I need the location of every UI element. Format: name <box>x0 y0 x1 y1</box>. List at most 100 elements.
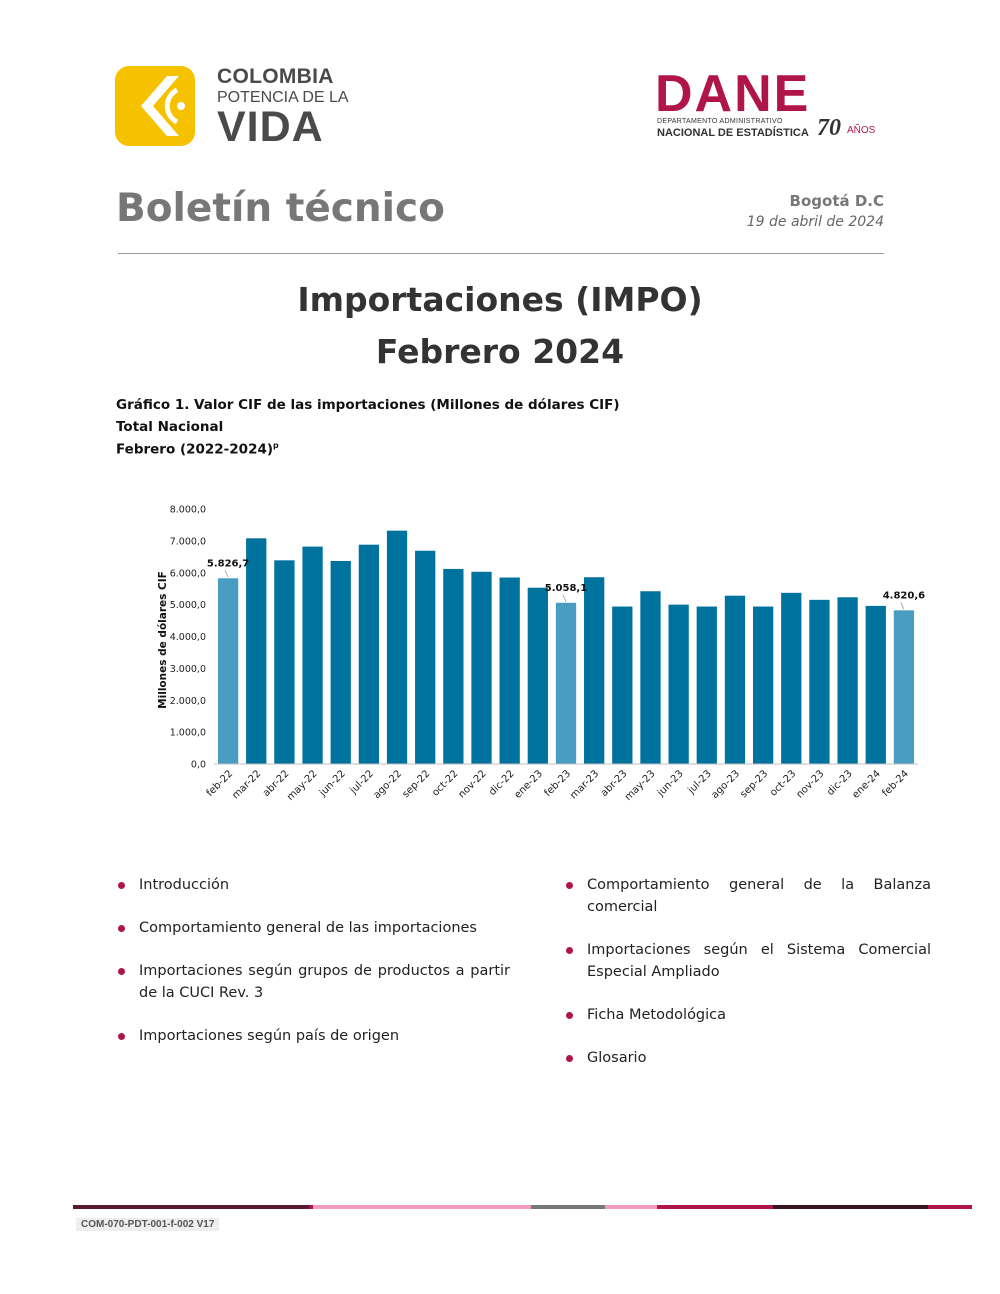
bar-dic-23 <box>837 597 858 764</box>
x-tick-label: ene-23 <box>512 768 545 801</box>
x-tick-label: sep-22 <box>400 768 432 800</box>
x-tick-label: oct-23 <box>768 768 798 798</box>
x-tick-label: ago-23 <box>709 768 742 801</box>
main-title-line-2: Febrero 2024 <box>375 332 625 371</box>
contents-item-label: Introducción <box>139 877 230 893</box>
bar-ene-24 <box>865 605 886 764</box>
main-title: Importaciones (IMPO) Febrero 2024 <box>0 274 1000 378</box>
y-tick-label: 3.000,0 <box>170 664 206 675</box>
bar-jun-22 <box>330 560 351 764</box>
x-tick-label: mar-22 <box>230 768 263 801</box>
x-tick-label: jun-22 <box>317 768 348 799</box>
y-tick-label: 4.000,0 <box>170 632 206 643</box>
dane-logo: DANE DEPARTAMENTO ADMINISTRATIVO NACIONA… <box>655 68 890 146</box>
bar-oct-23 <box>781 592 802 764</box>
contents-item: Comportamiento general de las importacio… <box>116 917 510 939</box>
contents-item: Importaciones según el Sistema Comercial… <box>564 939 931 983</box>
x-tick-label: ene-24 <box>850 768 883 801</box>
colombia-logo-text: COLOMBIA POTENCIA DE LA VIDA <box>217 65 349 149</box>
bar-nov-22 <box>471 571 492 764</box>
imports-bar-chart: 0,0 1.000,0 2.000,0 3.000,0 4.000,0 5.000,0 6.… <box>157 505 925 803</box>
bullet-dot-icon <box>566 947 573 954</box>
bar-may-22 <box>302 546 323 764</box>
bar-ago-22 <box>386 530 408 764</box>
footer-bar-segment <box>531 1205 605 1209</box>
contents-item: Introducción <box>116 874 510 896</box>
bar-abr-22 <box>274 560 295 764</box>
contents-item-label: Comportamiento general de la Balanza com… <box>587 877 931 915</box>
bullet-dot-icon <box>566 882 573 889</box>
bar-oct-22 <box>443 568 464 764</box>
bullet-dot-icon <box>566 1012 573 1019</box>
contents-item-label: Comportamiento general de las importacio… <box>139 920 477 936</box>
bulletin-date: 19 de abril de 2024 <box>746 214 884 230</box>
y-axis: 0,0 1.000,0 2.000,0 3.000,0 4.000,0 5.000,0 6.… <box>170 505 206 771</box>
bullet-dot-icon <box>566 1055 573 1062</box>
main-title-line-1: Importaciones (IMPO) <box>297 280 703 319</box>
footer-bar-segment <box>928 1205 972 1209</box>
footer-bar-segment <box>73 1205 309 1209</box>
logo-line-colombia: COLOMBIA <box>217 65 334 88</box>
bar-ago-23 <box>724 595 746 764</box>
x-tick-label: mar-23 <box>568 768 601 801</box>
x-tick-label: ago-22 <box>372 768 405 801</box>
y-tick-label: 8.000,0 <box>170 505 206 516</box>
footer-bar-segment <box>527 1205 531 1209</box>
x-tick-label: jun-23 <box>655 768 686 799</box>
footer-bar-segment <box>773 1205 928 1209</box>
dane-subtitle-2: NACIONAL DE ESTADÍSTICA <box>657 127 809 139</box>
colombia-potencia-logo: COLOMBIA POTENCIA DE LA VIDA <box>115 66 355 150</box>
bar-jul-23 <box>696 606 717 764</box>
bar-feb-22 <box>217 578 239 764</box>
bar-nov-23 <box>809 599 830 764</box>
bullet-dot-icon <box>118 925 125 932</box>
y-tick-label: 0,0 <box>191 760 206 771</box>
dane-wordmark: DANE <box>655 65 811 123</box>
footer-form-code: COM-070-PDT-001-f-002 V17 <box>76 1218 220 1231</box>
contents-list-right: Comportamiento general de la Balanza com… <box>564 874 931 1069</box>
x-tick-label: may-22 <box>285 768 320 803</box>
bar-jul-22 <box>358 544 380 764</box>
x-tick-label: sep-23 <box>738 768 770 800</box>
bar-feb-23 <box>555 602 577 764</box>
y-tick-label: 7.000,0 <box>170 536 206 547</box>
bulletin-title: Boletín técnico <box>116 186 445 231</box>
contents-item-label: Importaciones según país de origen <box>139 1028 400 1044</box>
contents-item: Comportamiento general de la Balanza com… <box>564 874 931 918</box>
bar-ene-23 <box>527 587 548 764</box>
contents-item-label: Importaciones según el Sistema Comercial… <box>587 942 931 980</box>
data-label-feb-22: 5.826,7 <box>207 558 249 569</box>
x-tick-label: feb-24 <box>880 768 911 799</box>
data-labels: 5.826,7 5.058,1 4.820,6 <box>207 558 925 610</box>
data-label-leader <box>224 570 229 578</box>
dane-subtitle-1: DEPARTAMENTO ADMINISTRATIVO <box>657 118 783 125</box>
contents-list-left: Introducción Comportamiento general de la… <box>116 874 510 1047</box>
bar-mar-23 <box>584 577 605 764</box>
header-divider <box>118 253 884 254</box>
bullet-dot-icon <box>118 968 125 975</box>
bar-mar-22 <box>246 538 267 764</box>
bar-dic-22 <box>499 577 520 764</box>
x-tick-label: oct-22 <box>430 768 460 798</box>
x-tick-label: nov-22 <box>457 768 489 800</box>
chart-caption-line-2: Total Nacional <box>116 419 224 435</box>
footer-bar-segment <box>313 1205 527 1209</box>
y-axis-title: Millones de dólares CIF <box>157 571 169 709</box>
y-tick-label: 5.000,0 <box>170 600 206 611</box>
contents-item: Glosario <box>564 1047 931 1069</box>
footer-bar-segment <box>309 1205 313 1209</box>
bullet-dot-icon <box>118 1033 125 1040</box>
dane-anos-label: AÑOS <box>847 125 876 136</box>
dane-70-anniversary: 70 <box>817 115 841 141</box>
footer-bar-segment <box>605 1205 657 1209</box>
data-label-feb-23: 5.058,1 <box>545 583 587 594</box>
bulletin-city: Bogotá D.C <box>789 192 884 210</box>
y-tick-label: 2.000,0 <box>170 696 206 707</box>
footer-bar-segment <box>657 1205 773 1209</box>
contents-item: Ficha Metodológica <box>564 1004 931 1026</box>
colombia-logo-mark <box>115 66 195 146</box>
footer-color-bar <box>73 1205 972 1209</box>
contents-item-label: Importaciones según grupos de productos … <box>139 963 510 1001</box>
bar-sep-23 <box>752 606 774 764</box>
